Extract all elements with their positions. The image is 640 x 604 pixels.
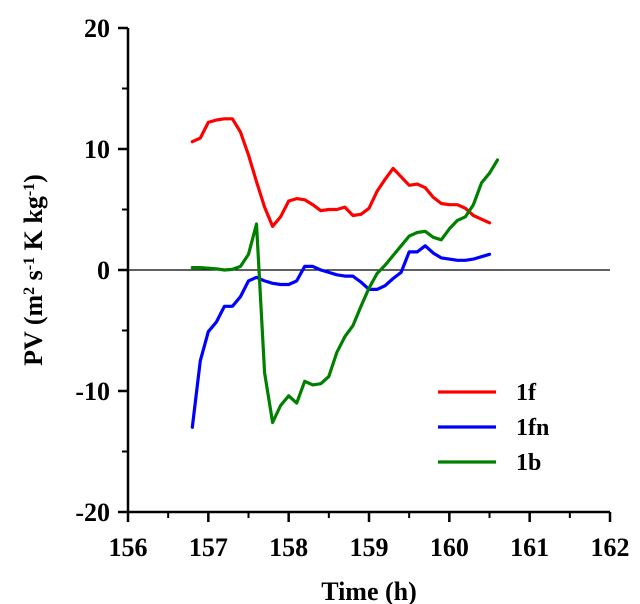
y-axis-title-segment: s	[19, 270, 48, 287]
y-tick-label: -10	[75, 377, 110, 406]
series-line-1f	[190, 117, 492, 228]
series-line-1b	[190, 158, 500, 425]
legend-label-1f: 1f	[516, 380, 537, 406]
legend: 1f 1fn 1b	[438, 380, 549, 476]
y-axis-title-segment: )	[19, 174, 48, 183]
x-tick-label: 160	[430, 533, 469, 562]
y-axis-title-superscript: -1	[21, 257, 38, 270]
legend-label-1fn: 1fn	[516, 415, 549, 441]
y-axis-title: PV (m2 s-1 K kg-1)	[19, 174, 48, 366]
x-axis-title: Time (h)	[321, 577, 417, 604]
y-tick-label: 10	[84, 135, 110, 164]
x-tick-label: 158	[269, 533, 308, 562]
ticks-layer: -20 -10 0 10 20 156 157 158 159 160 161 162	[75, 14, 629, 562]
x-tick-label: 156	[109, 533, 148, 562]
series-layer	[190, 117, 500, 429]
y-axis-title-segment: PV (m	[19, 294, 48, 365]
y-axis-title-superscript: 2	[21, 287, 38, 295]
y-axis-title-segment: K kg	[19, 196, 48, 257]
y-tick-label: -20	[75, 498, 110, 527]
x-tick-label: 159	[350, 533, 389, 562]
legend-label-1b: 1b	[516, 450, 541, 476]
x-tick-label: 161	[510, 533, 549, 562]
y-axis-title-superscript: -1	[21, 183, 38, 196]
series-line-1fn	[190, 244, 492, 429]
y-tick-label: 20	[84, 14, 110, 43]
x-tick-label: 157	[189, 533, 228, 562]
x-tick-label: 162	[591, 533, 630, 562]
y-tick-label: 0	[97, 256, 110, 285]
